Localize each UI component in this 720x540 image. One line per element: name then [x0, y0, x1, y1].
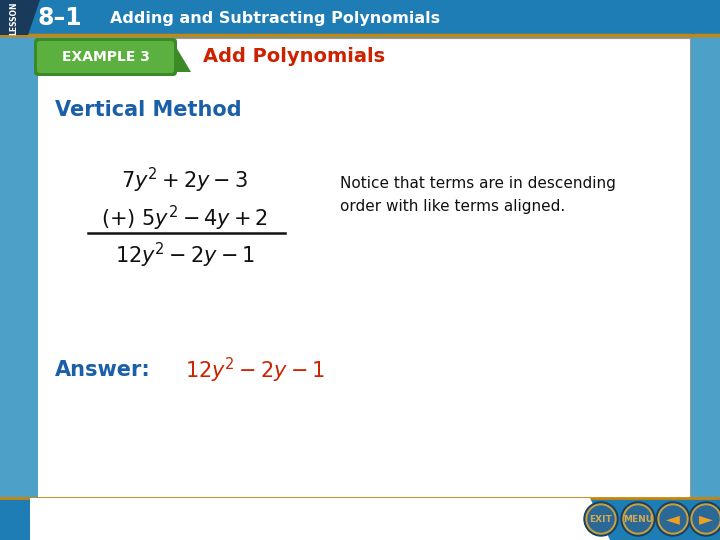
FancyBboxPatch shape: [0, 0, 28, 35]
FancyBboxPatch shape: [30, 38, 690, 498]
FancyBboxPatch shape: [0, 0, 720, 35]
Text: $(+)\ 5y^2 - 4y + 2$: $(+)\ 5y^2 - 4y + 2$: [102, 204, 269, 233]
Text: Notice that terms are in descending
order with like terms aligned.: Notice that terms are in descending orde…: [340, 177, 616, 214]
Circle shape: [623, 504, 653, 534]
Text: MENU: MENU: [623, 515, 653, 523]
Text: LESSON: LESSON: [9, 1, 19, 35]
FancyBboxPatch shape: [37, 41, 174, 73]
Text: ►: ►: [699, 510, 713, 528]
Circle shape: [584, 502, 618, 536]
Circle shape: [625, 506, 651, 532]
Circle shape: [586, 504, 616, 534]
Text: $7y^2 + 2y - 3$: $7y^2 + 2y - 3$: [122, 165, 248, 194]
Text: Vertical Method: Vertical Method: [55, 100, 242, 120]
Circle shape: [658, 504, 688, 534]
Circle shape: [656, 502, 690, 536]
Text: EXIT: EXIT: [590, 515, 613, 523]
Circle shape: [660, 506, 686, 532]
Text: $12y^2 - 2y - 1$: $12y^2 - 2y - 1$: [115, 240, 255, 269]
Circle shape: [693, 506, 719, 532]
FancyBboxPatch shape: [34, 38, 177, 76]
Text: EXAMPLE 3: EXAMPLE 3: [62, 50, 150, 64]
Circle shape: [691, 504, 720, 534]
Text: Add Polynomials: Add Polynomials: [203, 48, 385, 66]
FancyBboxPatch shape: [0, 498, 720, 540]
Polygon shape: [30, 498, 610, 540]
FancyBboxPatch shape: [30, 38, 38, 498]
Circle shape: [689, 502, 720, 536]
Text: Adding and Subtracting Polynomials: Adding and Subtracting Polynomials: [110, 10, 440, 25]
Text: 8–1: 8–1: [37, 6, 82, 30]
Polygon shape: [168, 42, 191, 72]
Circle shape: [588, 506, 614, 532]
Text: ◄: ◄: [666, 510, 680, 528]
Circle shape: [621, 502, 655, 536]
Text: $12y^2 - 2y - 1$: $12y^2 - 2y - 1$: [185, 355, 325, 384]
Polygon shape: [28, 0, 40, 35]
Text: Answer:: Answer:: [55, 360, 150, 380]
